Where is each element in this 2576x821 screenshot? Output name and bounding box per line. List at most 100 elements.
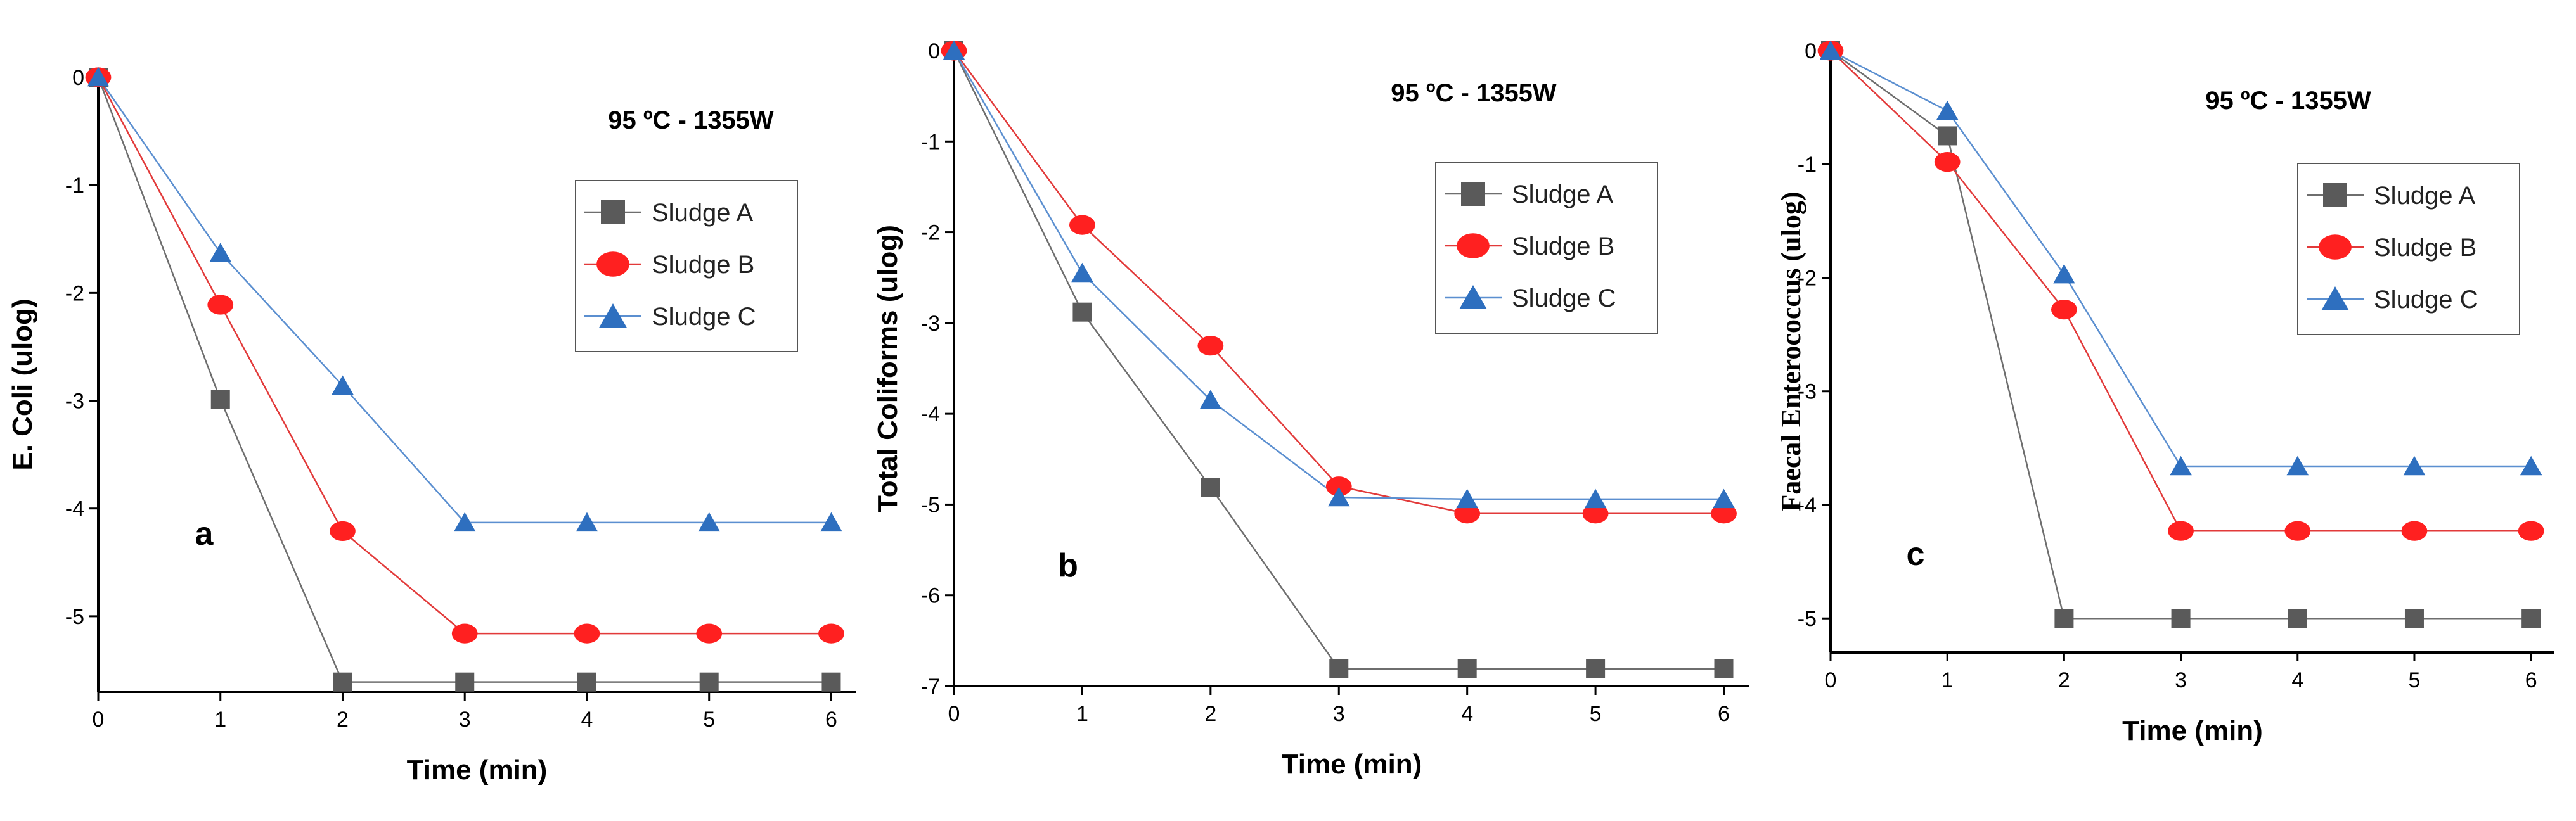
data-point-sludge-c <box>2520 455 2542 476</box>
legend-item-sludge-c: Sludge C <box>584 303 756 331</box>
legend-marker-sludge-c <box>599 303 627 328</box>
data-point-sludge-a <box>1938 126 1957 146</box>
data-point-sludge-a <box>1457 659 1477 678</box>
legend-label: Sludge C <box>652 303 756 331</box>
data-point-sludge-b <box>696 623 723 644</box>
chart-header: 95 ºC - 1355W <box>1391 79 1557 107</box>
panel-letter: c <box>1907 536 1925 573</box>
y-tick-label: 0 <box>1805 39 1817 63</box>
data-point-sludge-c <box>943 40 965 60</box>
y-tick-label: -2 <box>921 221 940 245</box>
data-point-sludge-b <box>2168 521 2194 541</box>
x-tick-label: 1 <box>1076 702 1088 726</box>
data-point-sludge-a <box>699 672 719 692</box>
data-point-sludge-a <box>821 672 841 692</box>
data-point-sludge-a <box>210 390 230 409</box>
legend-item-sludge-b: Sludge B <box>2307 234 2476 262</box>
data-point-sludge-a <box>2054 609 2074 628</box>
x-tick-label: 2 <box>337 708 349 732</box>
data-point-sludge-a <box>2404 609 2424 628</box>
y-tick-label: -5 <box>1798 607 1817 631</box>
legend-label: Sludge B <box>652 251 754 279</box>
legend-label: Sludge C <box>2374 286 2478 314</box>
legend-item-sludge-a: Sludge A <box>2307 182 2475 210</box>
data-point-sludge-a <box>455 672 475 692</box>
legend-marker-sludge-b <box>596 251 629 277</box>
y-axis-title: E. Coli (ulog) <box>7 298 38 470</box>
legend-marker-sludge-a <box>601 200 625 224</box>
data-point-sludge-c <box>1071 262 1093 283</box>
legend-label: Sludge A <box>1512 181 1613 208</box>
y-tick-label: -4 <box>921 402 940 426</box>
x-tick-label: 4 <box>581 708 593 732</box>
data-point-sludge-a <box>2171 609 2191 628</box>
data-point-sludge-b <box>2284 521 2311 541</box>
data-point-sludge-c <box>1936 100 1959 120</box>
data-point-sludge-a <box>2288 609 2307 628</box>
legend-item-sludge-b: Sludge B <box>1445 232 1614 260</box>
x-tick-label: 1 <box>214 708 226 732</box>
data-point-sludge-c <box>453 512 476 532</box>
panel-a: 0 1 2 3 4 5 6 0 -1 -2 -3 -4 -5 Time (min) E. Coli (ulo… <box>7 66 856 786</box>
x-tick-label: 5 <box>1590 702 1602 726</box>
data-point-sludge-b <box>1197 336 1224 356</box>
data-point-sludge-a <box>1072 302 1092 322</box>
y-tick-label: -5 <box>921 493 940 517</box>
panel-letter: b <box>1058 547 1078 584</box>
x-tick-label: 4 <box>2291 668 2303 692</box>
panel-c: 0 1 2 3 4 5 6 0 -1 -2 -3 -4 -5 Time (min) Faecal Enter… <box>1775 39 2554 746</box>
data-point-sludge-c <box>1584 488 1607 509</box>
x-axis-title: Time (min) <box>1282 749 1422 780</box>
x-tick-label: 2 <box>1204 702 1216 726</box>
y-tick-label: -4 <box>65 497 84 521</box>
x-axis-title: Time (min) <box>407 754 548 786</box>
data-point-sludge-b <box>330 521 356 542</box>
data-point-sludge-a <box>1714 659 1734 678</box>
legend: Sludge A Sludge B Sludge C <box>1435 162 1658 334</box>
x-axis-title: Time (min) <box>2122 715 2263 746</box>
data-point-sludge-c <box>2286 455 2309 476</box>
y-tick-label: -1 <box>921 130 940 154</box>
legend-marker-sludge-a <box>1461 182 1485 206</box>
x-tick-label: 3 <box>2175 668 2187 692</box>
data-point-sludge-a <box>577 672 596 692</box>
data-point-sludge-a <box>1586 659 1606 678</box>
x-tick-label: 0 <box>1825 668 1837 692</box>
x-tick-label: 1 <box>1942 668 1954 692</box>
data-point-sludge-b <box>1582 504 1609 524</box>
x-tick-label: 0 <box>948 702 960 726</box>
data-point-sludge-c <box>87 67 110 87</box>
y-tick-label: -2 <box>65 281 84 305</box>
legend: Sludge A Sludge B Sludge C <box>575 180 798 352</box>
legend-item-sludge-c: Sludge C <box>2307 286 2478 314</box>
data-point-sludge-c <box>1328 487 1350 507</box>
data-point-sludge-b <box>1934 152 1961 172</box>
legend-marker-sludge-b <box>1457 233 1490 258</box>
data-point-sludge-b <box>1325 476 1352 497</box>
data-point-sludge-a <box>333 672 352 692</box>
y-tick-label: -5 <box>65 605 84 629</box>
data-point-sludge-b <box>2518 521 2544 541</box>
x-tick-label: 0 <box>93 708 105 732</box>
x-tick-label: 5 <box>2409 668 2421 692</box>
legend-marker-sludge-a <box>2323 183 2347 207</box>
y-tick-label: -4 <box>1798 493 1817 518</box>
x-tick-label: 6 <box>1718 702 1730 726</box>
legend-label: Sludge A <box>2374 182 2475 210</box>
x-tick-label: 3 <box>459 708 471 732</box>
data-point-sludge-b <box>1069 215 1095 235</box>
legend: Sludge A Sludge B Sludge C <box>2297 163 2520 335</box>
y-axis-title: Total Coliforms (ulog) <box>872 225 903 512</box>
data-point-sludge-c <box>1713 488 1735 509</box>
x-tick-label: 5 <box>703 708 715 732</box>
panel-b: 0 1 2 3 4 5 6 0 -1 -2 -3 -4 -5 -6 -7 Time (min) Total Co… <box>872 39 1749 780</box>
data-point-sludge-b <box>1454 504 1481 524</box>
legend-marker-sludge-c <box>2321 286 2349 311</box>
data-point-sludge-b <box>2401 521 2428 541</box>
panel-letter: a <box>195 516 214 552</box>
data-point-sludge-c <box>2403 455 2426 476</box>
data-point-sludge-b <box>207 295 234 315</box>
data-point-sludge-c <box>1456 488 1478 509</box>
data-point-sludge-c <box>576 512 598 532</box>
data-point-sludge-c <box>332 375 354 395</box>
